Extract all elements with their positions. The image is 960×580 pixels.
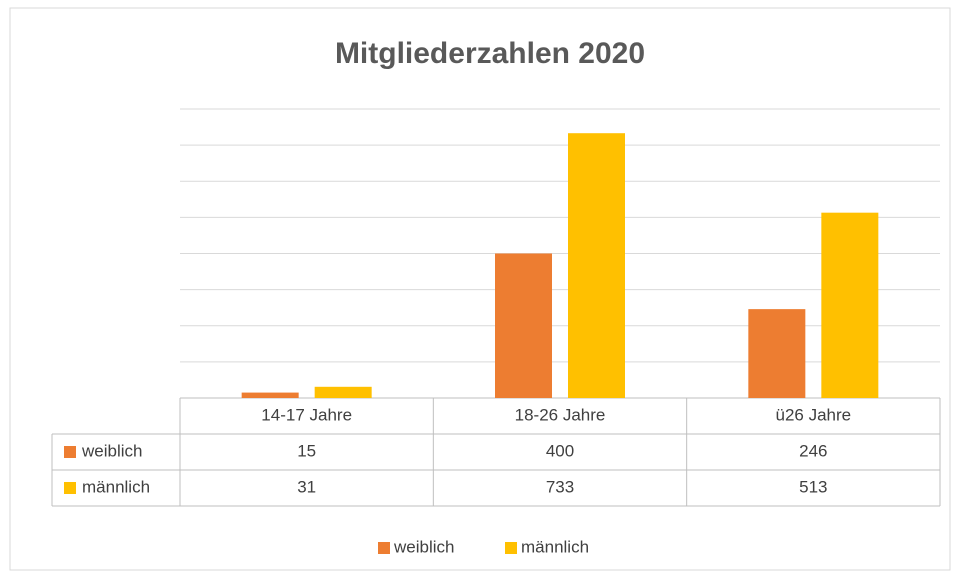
legend-key — [505, 542, 517, 554]
chart-title: Mitgliederzahlen 2020 — [335, 37, 645, 70]
table-series-name: männlich — [82, 477, 150, 496]
chart-border — [9, 7, 951, 571]
legend-label: männlich — [521, 537, 589, 556]
table-value: 31 — [297, 477, 316, 496]
table-value: 513 — [799, 477, 827, 496]
table-value: 733 — [546, 477, 574, 496]
legend-label: weiblich — [393, 537, 454, 556]
bar — [314, 386, 372, 398]
bar — [568, 133, 625, 399]
table-value: 246 — [799, 441, 827, 460]
table-legend-key — [64, 446, 76, 458]
bar — [495, 253, 552, 398]
table-series-name: weiblich — [81, 441, 142, 460]
bar — [241, 392, 299, 398]
x-tick-label: 14-17 Jahre — [261, 405, 352, 424]
bar — [748, 309, 806, 398]
table-value: 15 — [297, 441, 316, 460]
bar — [821, 212, 879, 398]
table-legend-key — [64, 482, 76, 494]
table-value: 400 — [546, 441, 574, 460]
x-tick-label: ü26 Jahre — [776, 405, 852, 424]
x-tick-label: 18-26 Jahre — [515, 405, 606, 424]
legend-key — [378, 542, 390, 554]
